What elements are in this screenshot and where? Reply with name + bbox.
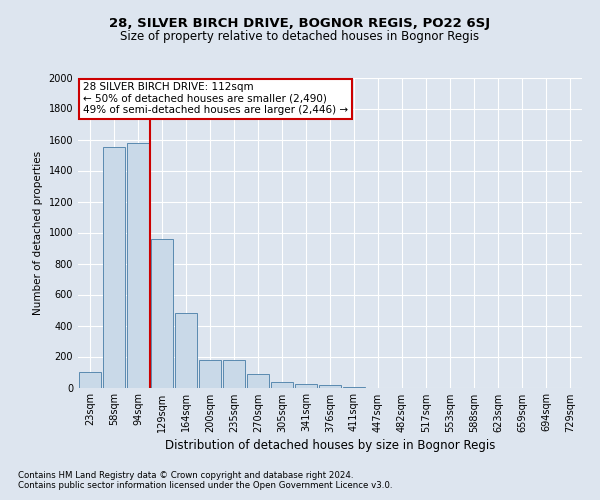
Text: Contains HM Land Registry data © Crown copyright and database right 2024.: Contains HM Land Registry data © Crown c… (18, 471, 353, 480)
Bar (295, 384, 317, 388)
X-axis label: Distribution of detached houses by size in Bognor Regis: Distribution of detached houses by size … (165, 438, 495, 452)
Text: Size of property relative to detached houses in Bognor Regis: Size of property relative to detached ho… (121, 30, 479, 43)
Bar (223, 360, 245, 388)
Text: 28, SILVER BIRCH DRIVE, BOGNOR REGIS, PO22 6SJ: 28, SILVER BIRCH DRIVE, BOGNOR REGIS, PO… (109, 18, 491, 30)
Bar (151, 238, 173, 388)
Bar (319, 385, 341, 388)
Y-axis label: Number of detached properties: Number of detached properties (33, 150, 43, 314)
Bar (247, 374, 269, 388)
Text: Contains public sector information licensed under the Open Government Licence v3: Contains public sector information licen… (18, 481, 392, 490)
Bar (199, 360, 221, 388)
Bar (343, 386, 365, 388)
Text: 28 SILVER BIRCH DRIVE: 112sqm
← 50% of detached houses are smaller (2,490)
49% o: 28 SILVER BIRCH DRIVE: 112sqm ← 50% of d… (83, 82, 348, 116)
Bar (127, 142, 149, 388)
Bar (79, 372, 101, 388)
Bar (103, 147, 125, 388)
Bar (175, 313, 197, 388)
Bar (271, 382, 293, 388)
